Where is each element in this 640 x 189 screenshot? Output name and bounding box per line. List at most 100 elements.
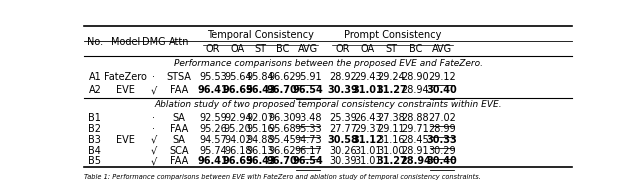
Text: 96.65: 96.65 [222, 156, 253, 166]
Text: 29.12: 29.12 [428, 72, 456, 82]
Text: 96.70: 96.70 [267, 85, 298, 95]
Text: 92.94: 92.94 [224, 113, 252, 123]
Text: EVE: EVE [116, 135, 135, 145]
Text: 92.59: 92.59 [199, 113, 227, 123]
Text: STSA: STSA [167, 72, 191, 82]
Text: 28.88: 28.88 [401, 113, 429, 123]
Text: 30.26: 30.26 [329, 146, 356, 156]
Text: 30.39: 30.39 [329, 156, 356, 166]
Text: OA: OA [230, 44, 244, 54]
Text: 31.27: 31.27 [376, 85, 407, 95]
Text: FAA: FAA [170, 85, 188, 95]
Text: 30.58: 30.58 [328, 135, 358, 145]
Text: 96.70: 96.70 [267, 156, 298, 166]
Text: 94.88: 94.88 [247, 135, 275, 145]
Text: 96.41: 96.41 [198, 156, 228, 166]
Text: 28.94: 28.94 [401, 85, 429, 95]
Text: 29.43: 29.43 [354, 72, 381, 82]
Text: B1: B1 [88, 113, 101, 123]
Text: 95.26: 95.26 [199, 124, 227, 134]
Text: OA: OA [360, 44, 375, 54]
Text: 27.77: 27.77 [329, 124, 357, 134]
Text: 31.01: 31.01 [352, 85, 383, 95]
Text: 31.01: 31.01 [354, 156, 381, 166]
Text: B2: B2 [88, 124, 101, 134]
Text: √: √ [150, 156, 157, 166]
Text: ·: · [152, 113, 155, 123]
Text: 92.07: 92.07 [246, 113, 275, 123]
Text: 96.41: 96.41 [198, 85, 228, 95]
Text: OR: OR [335, 44, 350, 54]
Text: 95.20: 95.20 [224, 124, 252, 134]
Text: 95.68: 95.68 [269, 124, 296, 134]
Text: 96.62: 96.62 [269, 146, 296, 156]
Text: BC: BC [408, 44, 422, 54]
Text: 93.48: 93.48 [294, 113, 322, 123]
Text: 94.57: 94.57 [199, 135, 227, 145]
Text: 27.02: 27.02 [428, 113, 456, 123]
Text: √: √ [150, 146, 157, 156]
Text: 95.53: 95.53 [199, 72, 227, 82]
Text: No.: No. [87, 37, 103, 47]
Text: 95.74: 95.74 [199, 146, 227, 156]
Text: 28.99: 28.99 [428, 124, 456, 134]
Text: √: √ [150, 135, 157, 145]
Text: FateZero: FateZero [104, 72, 147, 82]
Text: 30.40: 30.40 [427, 156, 458, 166]
Text: 31.01: 31.01 [354, 146, 381, 156]
Text: 96.54: 96.54 [292, 156, 324, 166]
Text: Table 1: Performance comparisons between EVE with FateZero and ablation study of: Table 1: Performance comparisons between… [84, 174, 481, 180]
Text: ·: · [152, 72, 155, 82]
Text: 96.62: 96.62 [269, 72, 296, 82]
Text: Ablation study of two proposed temporal consistency constraints within EVE.: Ablation study of two proposed temporal … [154, 100, 502, 109]
Text: 96.17: 96.17 [294, 146, 322, 156]
Text: 95.33: 95.33 [294, 124, 322, 134]
Text: B3: B3 [88, 135, 101, 145]
Text: 31.16: 31.16 [378, 135, 405, 145]
Text: Prompt Consistency: Prompt Consistency [344, 30, 442, 40]
Text: 96.13: 96.13 [247, 146, 275, 156]
Text: FAA: FAA [170, 124, 188, 134]
Text: Model: Model [111, 37, 140, 47]
Text: 95.84: 95.84 [247, 72, 275, 82]
Text: A2: A2 [88, 85, 101, 95]
Text: 28.92: 28.92 [329, 72, 356, 82]
Text: 96.65: 96.65 [222, 85, 253, 95]
Text: 28.91: 28.91 [401, 146, 429, 156]
Text: A1: A1 [88, 72, 101, 82]
Text: 29.24: 29.24 [378, 72, 405, 82]
Text: 28.90: 28.90 [401, 72, 429, 82]
Text: Temporal Consistency: Temporal Consistency [207, 30, 314, 40]
Text: AVG: AVG [298, 44, 318, 54]
Text: 27.38: 27.38 [378, 113, 405, 123]
Text: EVE: EVE [116, 85, 135, 95]
Text: 96.43: 96.43 [245, 85, 276, 95]
Text: 30.29: 30.29 [428, 146, 456, 156]
Text: B5: B5 [88, 156, 101, 166]
Text: BC: BC [276, 44, 289, 54]
Text: 94.73: 94.73 [294, 135, 322, 145]
Text: ST: ST [385, 44, 397, 54]
Text: ST: ST [255, 44, 266, 54]
Text: 25.39: 25.39 [329, 113, 356, 123]
Text: 96.43: 96.43 [245, 156, 276, 166]
Text: AVG: AVG [432, 44, 452, 54]
Text: OR: OR [205, 44, 220, 54]
Text: Performance comparisons between the proposed EVE and FateZero.: Performance comparisons between the prop… [173, 59, 483, 68]
Text: √: √ [150, 85, 157, 95]
Text: 31.27: 31.27 [376, 156, 407, 166]
Text: 96.30: 96.30 [269, 113, 296, 123]
Text: 30.39: 30.39 [328, 85, 358, 95]
Text: 30.33: 30.33 [427, 135, 458, 145]
Text: ·: · [152, 124, 155, 134]
Text: 29.71: 29.71 [401, 124, 429, 134]
Text: Attn: Attn [169, 37, 189, 47]
Text: 28.45: 28.45 [401, 135, 429, 145]
Text: 26.43: 26.43 [354, 113, 381, 123]
Text: SCA: SCA [170, 146, 189, 156]
Text: DMG: DMG [141, 37, 165, 47]
Text: 29.37: 29.37 [354, 124, 381, 134]
Text: 31.00: 31.00 [378, 146, 405, 156]
Text: 31.12: 31.12 [352, 135, 383, 145]
Text: 95.16: 95.16 [247, 124, 275, 134]
